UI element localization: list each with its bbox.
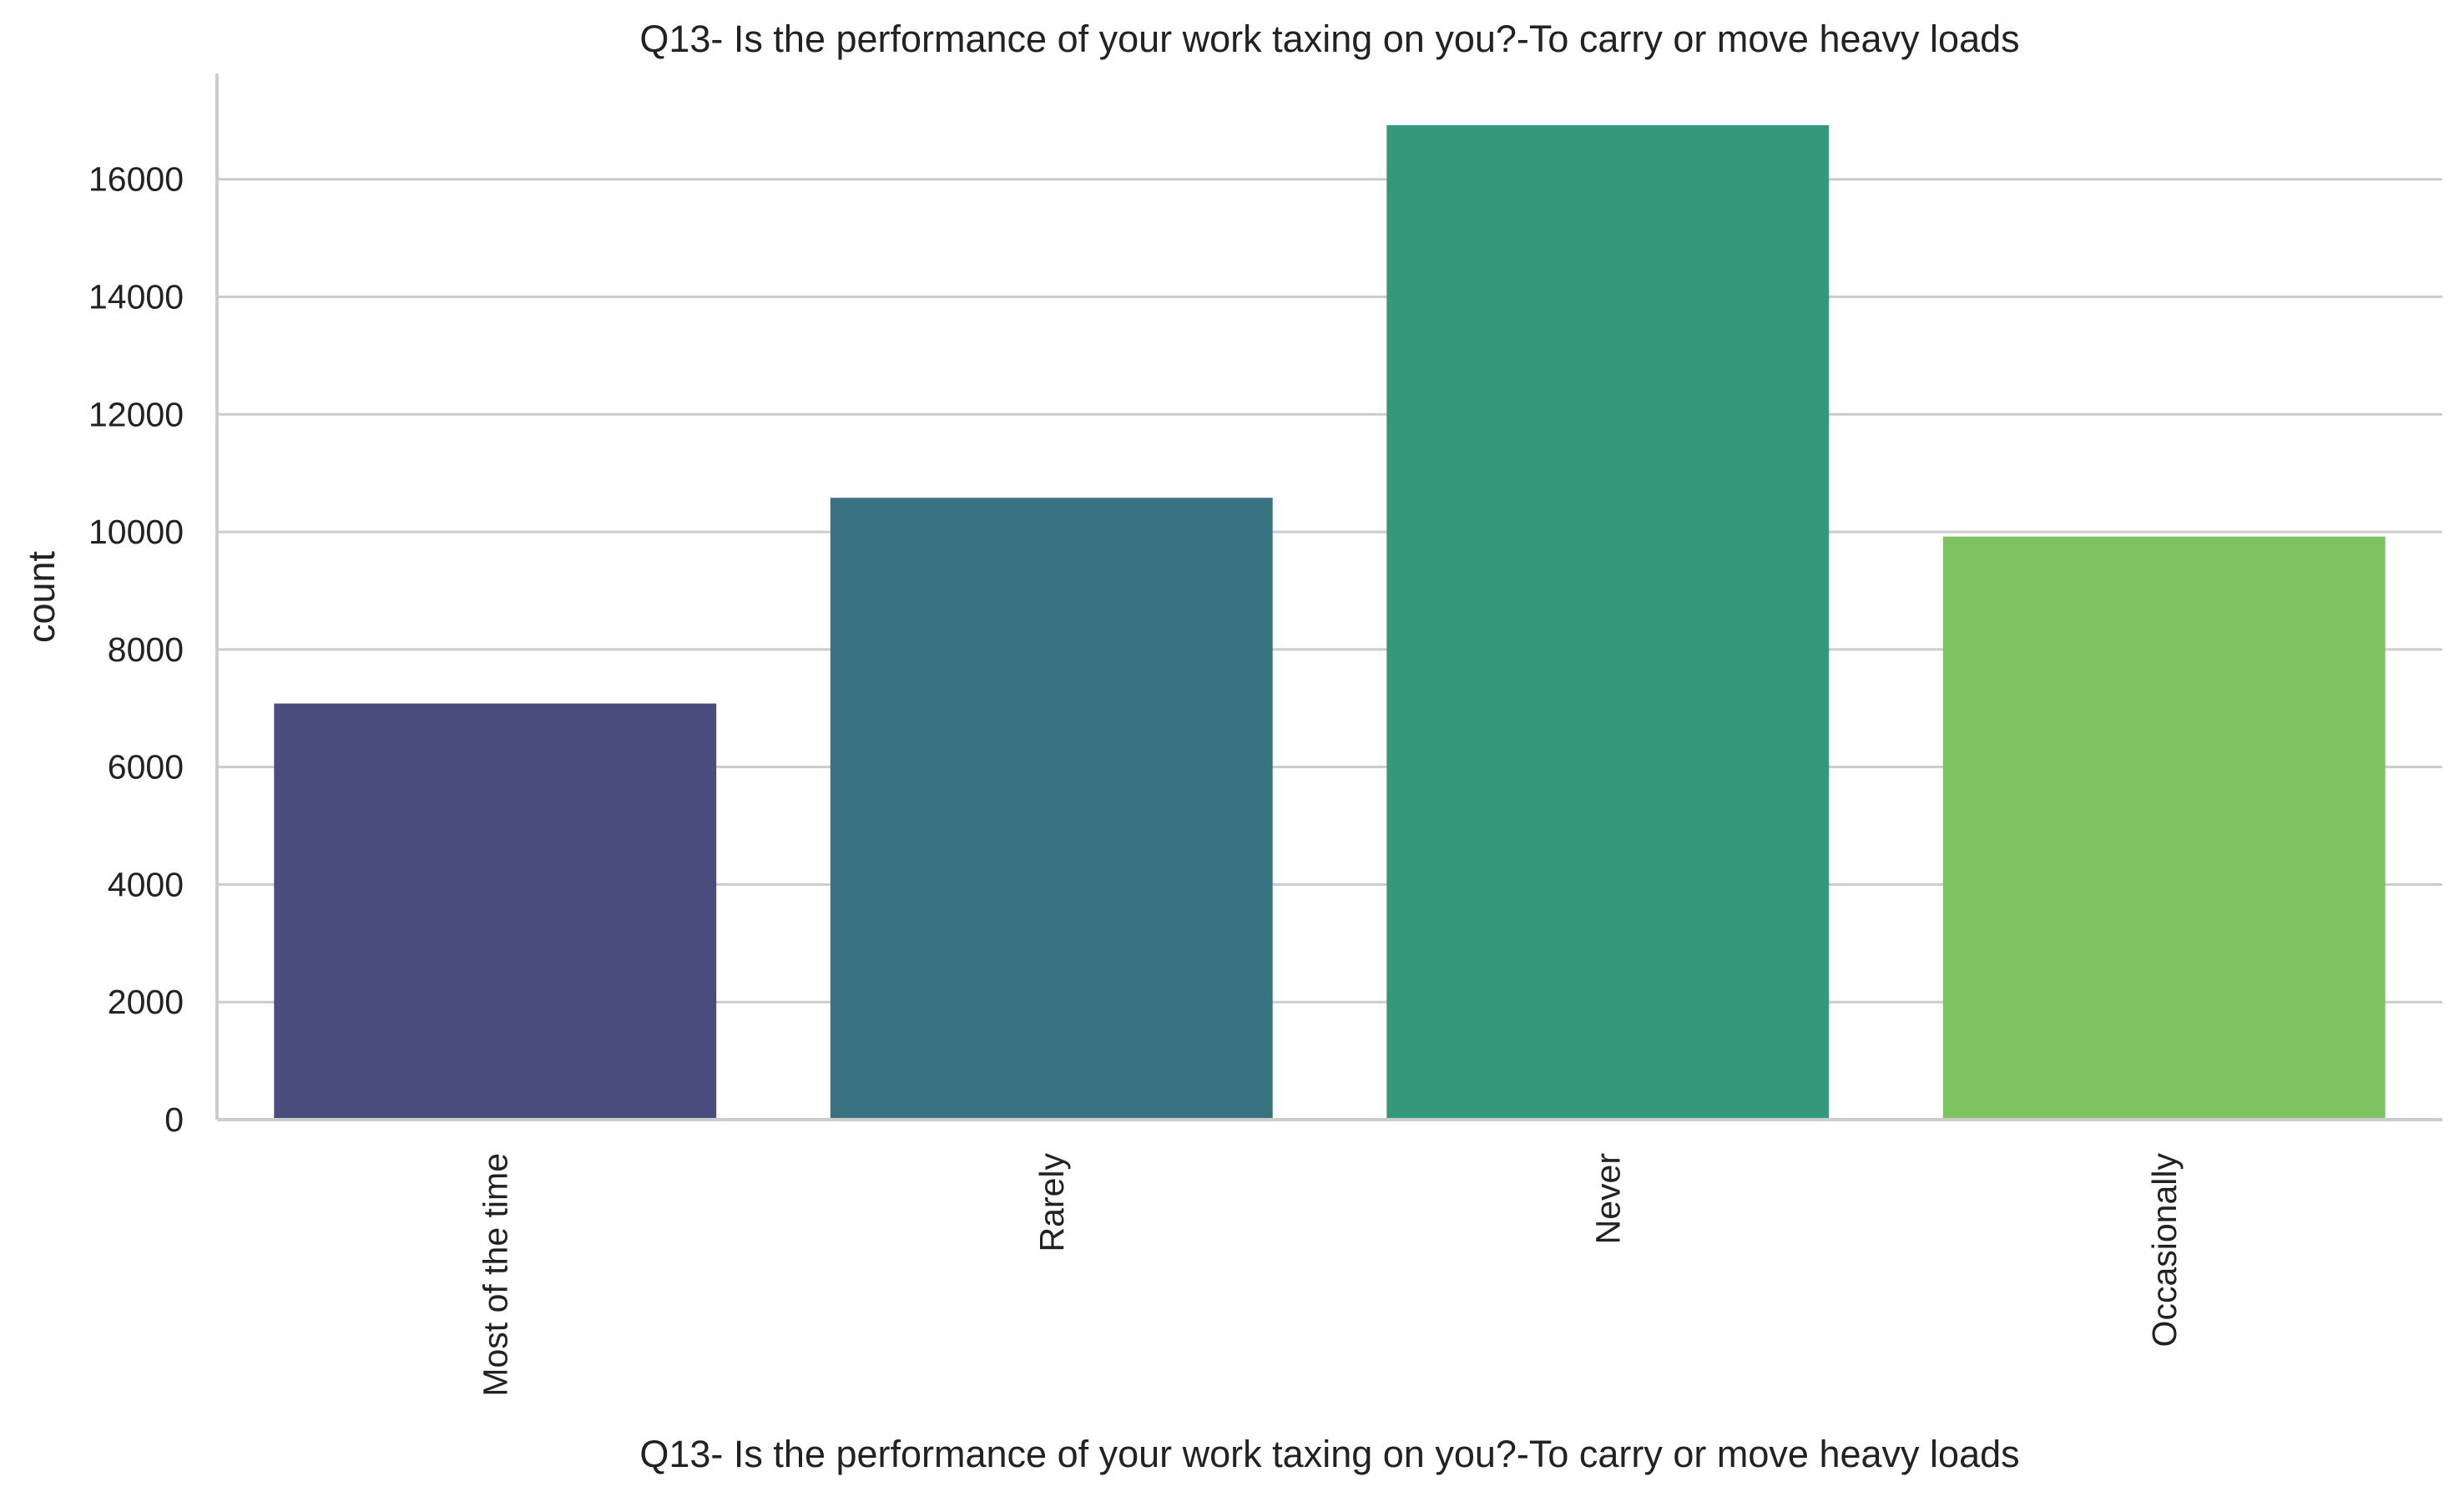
y-tick-label: 8000	[108, 630, 184, 669]
x-tick-label: Most of the time	[476, 1153, 514, 1397]
y-axis-label: count	[20, 550, 63, 643]
bars	[274, 124, 2386, 1120]
y-tick-label: 12000	[88, 395, 184, 433]
y-tick-label: 4000	[108, 865, 184, 903]
x-tick-label: Rarely	[1033, 1153, 1071, 1252]
y-tick-label: 2000	[108, 983, 184, 1021]
x-axis-label: Q13- Is the performance of your work tax…	[639, 1433, 2019, 1475]
x-tick-label: Never	[1588, 1153, 1627, 1244]
bar-occasionally	[1942, 536, 2386, 1120]
y-tick-label: 6000	[108, 748, 184, 786]
y-tick-label: 16000	[88, 160, 184, 199]
x-tick-labels: Most of the time Rarely Never Occasionally	[476, 1153, 2184, 1397]
y-tick-labels: 0 2000 4000 6000 8000 10000 12000 14000 16000	[88, 160, 184, 1139]
y-tick-label: 10000	[88, 513, 184, 551]
bar-never	[1386, 124, 1830, 1120]
bar-rarely	[830, 498, 1273, 1120]
x-tick-label: Occasionally	[2145, 1153, 2184, 1348]
bar-most-of-the-time	[274, 703, 717, 1120]
y-tick-label: 0	[164, 1100, 184, 1139]
chart-title: Q13- Is the performance of your work tax…	[639, 18, 2019, 60]
y-tick-label: 14000	[88, 277, 184, 316]
